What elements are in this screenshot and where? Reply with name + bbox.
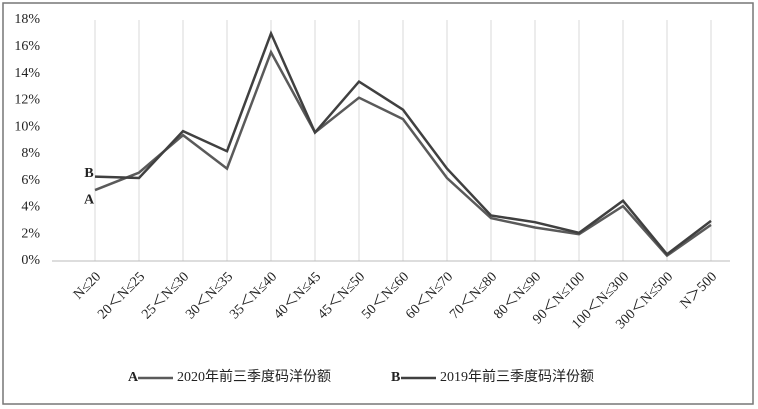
chart-frame: [2, 2, 754, 405]
y-tick-label: 16%: [14, 39, 40, 54]
y-tick-label: 8%: [21, 146, 40, 161]
series-label: B: [84, 166, 93, 181]
y-tick-label: 12%: [14, 93, 40, 108]
y-tick-label: 6%: [21, 173, 40, 188]
y-tick-label: 4%: [21, 200, 40, 215]
series-line: [94, 49, 712, 258]
legend-label: 2020年前三季度码洋份额: [177, 368, 331, 385]
series-label: A: [84, 192, 95, 207]
legend-key-label: A: [128, 370, 139, 385]
y-tick-label: 0%: [21, 253, 40, 268]
legend-key-label: B: [391, 370, 400, 385]
y-tick-label: 14%: [14, 66, 40, 81]
y-tick-label: 2%: [21, 226, 40, 241]
legend-label: 2019年前三季度码洋份额: [440, 368, 594, 385]
series-line: [94, 30, 712, 257]
y-tick-label: 18%: [14, 12, 40, 27]
y-tick-label: 10%: [14, 119, 40, 134]
